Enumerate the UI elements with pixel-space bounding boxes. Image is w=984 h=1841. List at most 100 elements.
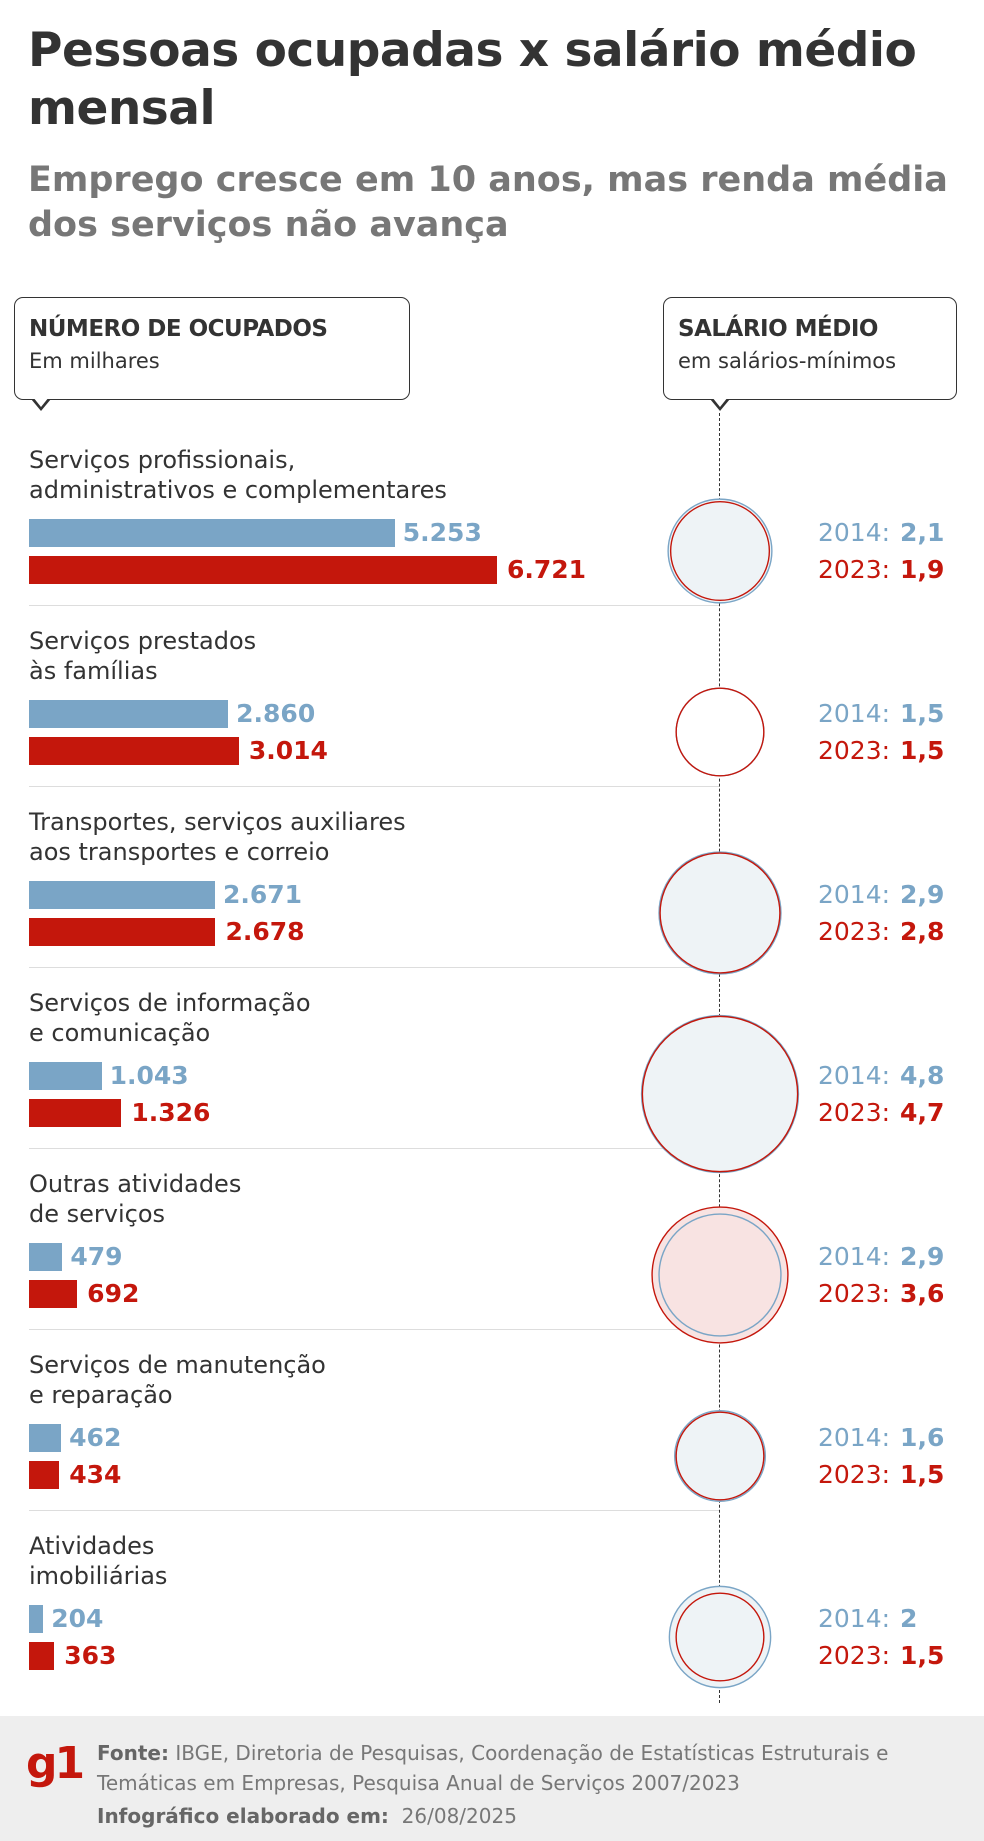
category-row: Serviços prestados às famílias 2.860 2014: 1… <box>0 626 984 807</box>
row-separator <box>29 786 719 787</box>
salary-label-2023: 2023: 1,9 <box>818 556 944 584</box>
salary-value: 4,8 <box>900 1061 945 1090</box>
year-label: 2014: <box>818 880 891 909</box>
salary-circle-2023 <box>669 500 771 602</box>
salary-value: 1,5 <box>900 1460 945 1489</box>
year-label: 2023: <box>818 736 891 765</box>
category-label-line: Serviços prestados <box>29 627 257 655</box>
salary-value: 1,5 <box>900 699 945 728</box>
bar-value-2023: 692 <box>87 1279 140 1308</box>
chart-title: Pessoas ocupadas x salário médio mensal <box>28 23 917 136</box>
salary-value: 3,6 <box>900 1279 945 1308</box>
year-label: 2014: <box>818 1061 891 1090</box>
year-label: 2014: <box>818 699 891 728</box>
category-row: Serviços de manutenção e reparação 462 2014… <box>0 1350 984 1531</box>
year-label: 2014: <box>818 518 891 547</box>
bar-2023 <box>29 737 239 765</box>
source-note: Fonte: IBGE, Diretoria de Pesquisas, Coo… <box>97 1738 957 1798</box>
salary-heading: SALÁRIO MÉDIO <box>678 316 878 342</box>
salary-value: 1,6 <box>900 1423 945 1452</box>
salary-unit: em salários-mínimos <box>678 349 897 373</box>
occupied-callout: NÚMERO DE OCUPADOS Em milhares <box>14 297 410 400</box>
bar-value-2014: 462 <box>69 1423 122 1452</box>
footer: g1 Fonte: IBGE, Diretoria de Pesquisas, … <box>0 1716 984 1841</box>
salary-label-2023: 2023: 2,8 <box>818 918 944 946</box>
bar-2023 <box>29 1642 55 1670</box>
row-separator <box>29 1148 719 1149</box>
salary-value: 1,9 <box>900 555 945 584</box>
category-label-line: e comunicação <box>29 1019 211 1047</box>
category-label-line: administrativos e complementares <box>29 476 447 504</box>
year-label: 2023: <box>818 1460 891 1489</box>
salary-label-2014: 2014: 2 <box>818 1605 917 1633</box>
bar-2023 <box>29 556 497 584</box>
salary-value: 2 <box>900 1604 918 1633</box>
salary-circle-2023 <box>651 1206 789 1344</box>
category-label: Atividades imobiliárias <box>29 1531 167 1591</box>
salary-callout: SALÁRIO MÉDIO em salários-mínimos <box>663 297 957 400</box>
salary-value: 2,9 <box>900 880 945 909</box>
year-label: 2014: <box>818 1423 891 1452</box>
row-separator <box>29 967 719 968</box>
bar-2014 <box>29 1062 102 1090</box>
year-label: 2023: <box>818 1641 891 1670</box>
salary-label-2014: 2014: 2,9 <box>818 1243 944 1271</box>
salary-circle-2023 <box>675 1411 765 1501</box>
salary-circle-2014 <box>668 1585 772 1689</box>
salary-value: 2,8 <box>900 917 945 946</box>
bar-value-2023: 3.014 <box>248 736 328 765</box>
category-label-line: às famílias <box>29 657 158 685</box>
date-label: Infográfico elaborado em: <box>97 1804 389 1828</box>
bar-value-2023: 1.326 <box>131 1098 211 1127</box>
occupied-unit: Em milhares <box>29 349 160 373</box>
bar-2014 <box>29 700 229 728</box>
category-label: Outras atividades de serviços <box>29 1169 241 1229</box>
category-row: Serviços profissionais, administrativos e… <box>0 445 984 626</box>
chart-subtitle: Emprego cresce em 10 anos, mas renda méd… <box>28 160 948 245</box>
bar-value-2023: 6.721 <box>507 555 587 584</box>
salary-circle-2014 <box>658 851 782 975</box>
salary-label-2014: 2014: 1,6 <box>818 1424 944 1452</box>
category-label: Serviços prestados às famílias <box>29 626 256 686</box>
category-row: Atividades imobiliárias 204 2014: 2 363 2023: 1… <box>0 1531 984 1712</box>
category-label-line: Serviços de informação <box>29 989 311 1017</box>
category-row: Serviços de informação e comunicação 1.043… <box>0 988 984 1174</box>
bar-value-2014: 479 <box>70 1242 123 1271</box>
year-label: 2023: <box>818 917 891 946</box>
category-label-line: Serviços de manutenção <box>29 1351 326 1379</box>
category-label-line: Outras atividades <box>29 1170 242 1198</box>
bar-2023 <box>29 1280 78 1308</box>
salary-value: 4,7 <box>900 1098 945 1127</box>
salary-value: 2,1 <box>900 518 945 547</box>
category-label-line: imobiliárias <box>29 1562 168 1590</box>
salary-value: 1,5 <box>900 736 945 765</box>
bar-value-2014: 204 <box>51 1604 104 1633</box>
year-label: 2014: <box>818 1242 891 1271</box>
bar-value-2014: 5.253 <box>402 518 482 547</box>
bar-value-2014: 1.043 <box>109 1061 189 1090</box>
salary-value: 1,5 <box>900 1641 945 1670</box>
row-separator <box>29 1329 719 1330</box>
bar-value-2014: 2.671 <box>222 880 303 909</box>
salary-label-2014: 2014: 2,9 <box>818 881 944 909</box>
salary-label-2023: 2023: 1,5 <box>818 1461 944 1489</box>
salary-label-2014: 2014: 1,5 <box>818 700 944 728</box>
bar-value-2014: 2.860 <box>236 699 316 728</box>
year-label: 2023: <box>818 1098 891 1127</box>
salary-circle-2014 <box>674 1410 766 1502</box>
year-label: 2023: <box>818 555 891 584</box>
category-label: Serviços de manutenção e reparação <box>29 1350 326 1410</box>
source-text: IBGE, Diretoria de Pesquisas, Coordenaçã… <box>97 1741 889 1795</box>
category-label: Serviços profissionais, administrativos e… <box>29 445 447 505</box>
category-label-line: Atividades <box>29 1532 155 1560</box>
category-label-line: e reparação <box>29 1381 173 1409</box>
category-label-line: de serviços <box>29 1200 166 1228</box>
source-label: Fonte: <box>97 1741 169 1765</box>
occupied-heading: NÚMERO DE OCUPADOS <box>29 316 328 342</box>
salary-label-2014: 2014: 4,8 <box>818 1062 944 1090</box>
g1-logo: g1 <box>26 1738 85 1789</box>
salary-label-2023: 2023: 1,5 <box>818 737 944 765</box>
bar-2023 <box>29 1461 60 1489</box>
bar-2014 <box>29 1243 63 1271</box>
bar-2014 <box>29 1605 44 1633</box>
